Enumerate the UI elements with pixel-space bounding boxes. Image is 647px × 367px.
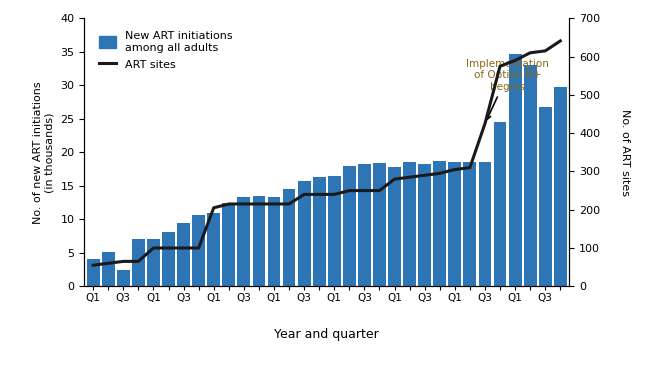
Bar xyxy=(283,189,296,286)
Bar xyxy=(147,239,160,286)
Bar xyxy=(162,232,175,286)
Bar xyxy=(207,212,220,286)
Bar xyxy=(403,162,416,286)
Bar xyxy=(509,54,521,286)
Bar xyxy=(177,223,190,286)
Bar xyxy=(237,196,250,286)
Bar xyxy=(433,161,446,286)
Bar xyxy=(539,108,552,286)
Bar xyxy=(554,87,567,286)
Bar xyxy=(388,167,401,286)
Bar xyxy=(479,162,491,286)
Bar xyxy=(524,65,536,286)
Y-axis label: No. of new ART initiations
(in thousands): No. of new ART initiations (in thousands… xyxy=(33,81,55,224)
Bar xyxy=(192,215,205,286)
Bar xyxy=(494,122,507,286)
Bar xyxy=(252,196,265,286)
Bar xyxy=(298,181,311,286)
X-axis label: Year and quarter: Year and quarter xyxy=(274,328,379,341)
Bar xyxy=(343,166,356,286)
Bar xyxy=(268,197,280,286)
Bar xyxy=(117,269,129,286)
Bar xyxy=(102,252,115,286)
Bar xyxy=(373,163,386,286)
Y-axis label: No. of ART sites: No. of ART sites xyxy=(620,109,630,196)
Bar xyxy=(132,239,145,286)
Bar xyxy=(463,162,476,286)
Bar xyxy=(328,177,341,286)
Bar xyxy=(418,164,431,286)
Legend: New ART initiations
among all adults, ART sites: New ART initiations among all adults, AR… xyxy=(94,26,237,74)
Bar xyxy=(358,164,371,286)
Bar xyxy=(448,162,461,286)
Bar xyxy=(223,203,236,286)
Text: Implementation
of Option B+
begins: Implementation of Option B+ begins xyxy=(466,59,549,119)
Bar xyxy=(313,177,325,286)
Bar xyxy=(87,259,100,286)
